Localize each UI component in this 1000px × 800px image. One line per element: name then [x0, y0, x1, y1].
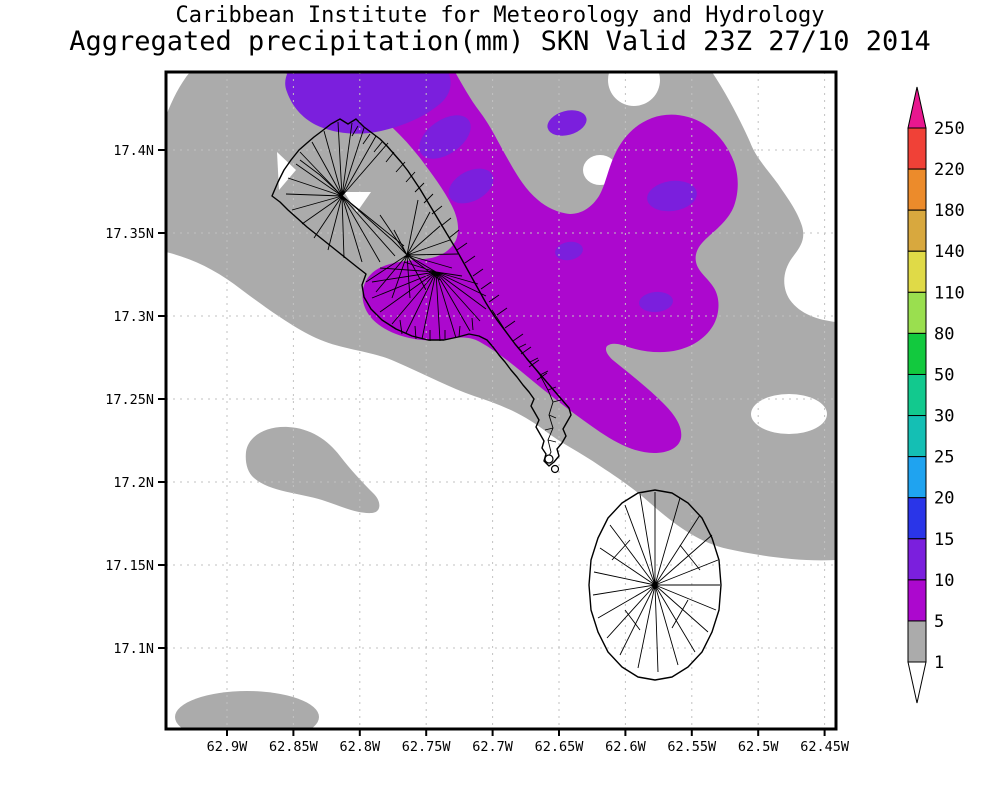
colorbar-segment	[907, 538, 927, 581]
x-tick-label: 62.8W	[339, 739, 381, 755]
colorbar-label: 5	[934, 612, 944, 632]
colorbar-label: 80	[934, 324, 954, 344]
colorbar-label: 250	[934, 119, 965, 139]
colorbar-label: 25	[934, 448, 954, 468]
colorbar-label: 15	[934, 530, 954, 550]
colorbar-arrow-bottom	[907, 661, 927, 704]
island-northwest-coastline	[271, 118, 572, 467]
contour-core-violet-mid	[555, 241, 583, 261]
x-axis: 62.9W 62.85W 62.8W 62.75W 62.7W 62.65W 62.6W 62…	[207, 729, 850, 755]
x-tick-label: 62.45W	[800, 739, 850, 755]
contour-core-violet-top-band	[285, 72, 451, 134]
colorbar-label: 20	[934, 489, 954, 509]
colorbar-segment	[907, 497, 927, 540]
island-southeast-coastline-group	[588, 489, 722, 681]
contour-core-violet-small-north	[547, 110, 587, 136]
colorbar-segment	[907, 620, 927, 663]
island-southeast-coastline	[588, 489, 722, 681]
colorbar-segment	[907, 456, 927, 499]
contour-core-violet-southeast	[639, 291, 673, 313]
x-tick-label: 62.65W	[535, 739, 585, 755]
colorbar-segment	[907, 373, 927, 417]
colorbar-label: 1	[934, 653, 944, 673]
colorbar-segment	[907, 209, 927, 252]
colorbar-arrow-top	[907, 86, 927, 129]
colorbar-segment	[907, 291, 927, 334]
x-tick-label: 62.6W	[605, 739, 647, 755]
islet-outline	[550, 464, 560, 474]
contour-region-purple-band	[240, 72, 738, 453]
contour-core-violet-east	[647, 180, 697, 212]
y-tick-label: 17.25N	[105, 392, 154, 408]
x-tick-label: 62.7W	[472, 739, 514, 755]
colorbar-segment	[907, 579, 927, 622]
island-northwest-coastline-group	[271, 118, 572, 474]
island-white-pocket-nw	[277, 152, 296, 190]
island-white-pocket-center	[344, 192, 371, 212]
colorbar-label: 220	[934, 160, 965, 180]
plot-border	[164, 70, 838, 731]
y-tick-label: 17.4N	[113, 143, 154, 159]
y-tick-label: 17.2N	[113, 475, 154, 491]
x-tick-label: 62.55W	[667, 739, 717, 755]
contour-region-gray-bottom-left-blob	[175, 691, 319, 729]
colorbar-segment	[907, 168, 927, 211]
contour-core-violet-band-end	[448, 168, 494, 204]
y-tick-label: 17.15N	[105, 558, 154, 574]
contour-hole-white-east-oval	[751, 394, 827, 434]
colorbar-segment	[907, 415, 927, 458]
colorbar-segment	[907, 127, 927, 170]
colorbar-segment	[907, 332, 927, 375]
y-tick-label: 17.35N	[105, 226, 154, 242]
islet-outline	[544, 454, 554, 464]
contour-hole-white-ne-corner	[712, 72, 836, 322]
contour-region-gray-kidney-blob	[245, 426, 380, 514]
x-tick-label: 62.75W	[402, 739, 452, 755]
colorbar-label: 180	[934, 201, 965, 221]
graticule	[166, 72, 836, 729]
colorbar-label: 30	[934, 407, 954, 427]
colorbar-label: 50	[934, 365, 954, 385]
y-axis: 17.4N 17.35N 17.3N 17.25N 17.2N 17.15N 17.1N	[105, 143, 166, 657]
x-tick-label: 62.9W	[207, 739, 249, 755]
contour-hole-white-top-notch	[608, 72, 660, 106]
x-tick-label: 62.5W	[738, 739, 780, 755]
colorbar-label: 10	[934, 571, 954, 591]
y-tick-label: 17.3N	[113, 309, 154, 325]
x-tick-label: 62.85W	[269, 739, 319, 755]
colorbar-segment	[907, 250, 927, 293]
colorbar-legend: 250 220 180 140 110 80 50 30 25 20 15 10 5 1	[907, 86, 965, 704]
y-tick-label: 17.1N	[113, 641, 154, 657]
contour-core-violet-band-tail	[419, 115, 471, 159]
colorbar-label: 110	[934, 283, 965, 303]
title-institution: Caribbean Institute for Meteorology and …	[175, 3, 825, 28]
colorbar-label: 140	[934, 242, 965, 262]
title-product: Aggregated precipitation(mm) SKN Valid 2…	[69, 26, 931, 57]
title-block: Caribbean Institute for Meteorology and …	[0, 4, 1000, 56]
